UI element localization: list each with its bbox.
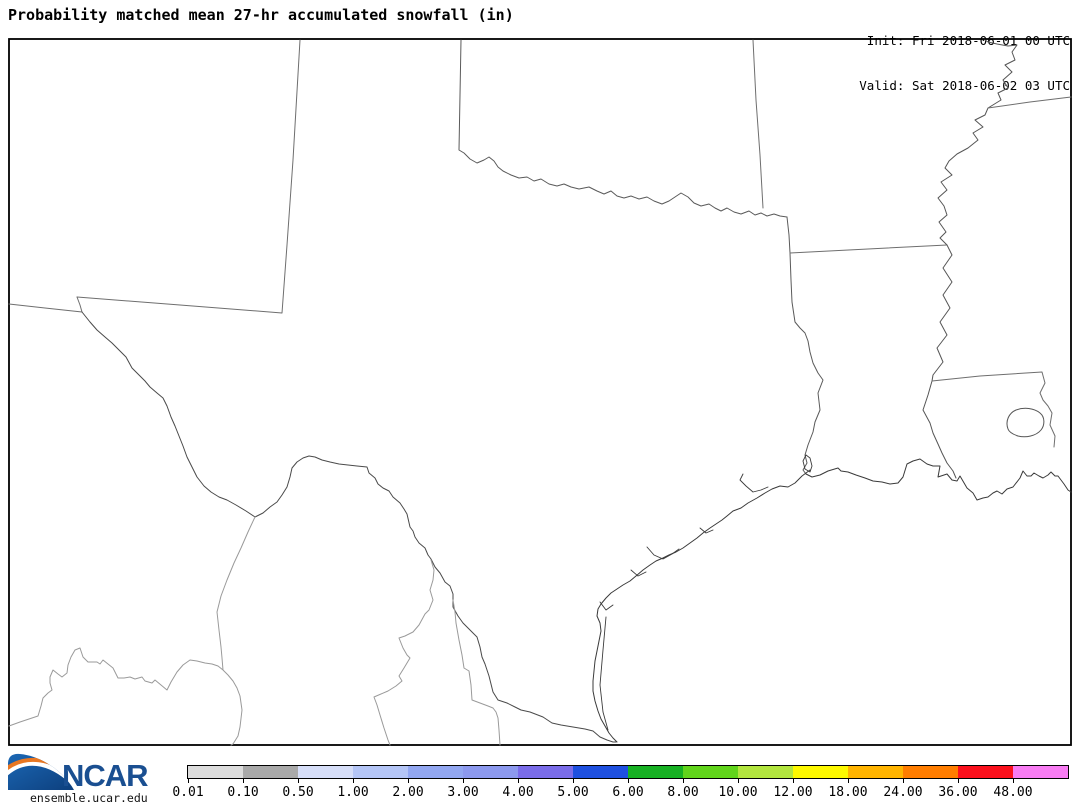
valid-time: Valid: Sat 2018-06-02 03 UTC <box>859 78 1070 93</box>
colorbar-segment <box>738 766 793 778</box>
colorbar-tick-label: 4.00 <box>502 785 534 800</box>
border-oklahoma-texas-red-river <box>458 39 788 218</box>
colorbar-tick <box>793 779 794 783</box>
colorbar-segment <box>958 766 1013 778</box>
colorbar-tick <box>353 779 354 783</box>
colorbar-tick-label: 3.00 <box>447 785 479 800</box>
colorbar-segment <box>903 766 958 778</box>
colorbar-segment <box>793 766 848 778</box>
colorbar-segment <box>243 766 298 778</box>
colorbar-tick-label: 6.00 <box>612 785 644 800</box>
colorbar-segment <box>463 766 518 778</box>
colorbar-tick <box>573 779 574 783</box>
border-tennessee-mississippi <box>987 96 1072 109</box>
border-texas-arkansas-louisiana <box>786 216 824 475</box>
colorbar-tick-label: 2.00 <box>392 785 424 800</box>
border-newmexico-texas <box>76 39 301 314</box>
colorbar-tick <box>738 779 739 783</box>
ncar-logo: NCAR <box>8 753 149 792</box>
mexico-state-borders <box>8 516 501 746</box>
texas-coastline <box>592 469 811 743</box>
colorbar-tick <box>903 779 904 783</box>
colorbar-segment <box>298 766 353 778</box>
colorbar-tick <box>243 779 244 783</box>
colorbar-segment <box>408 766 463 778</box>
site-url: ensemble.ucar.edu <box>30 791 148 805</box>
colorbar-tick <box>518 779 519 783</box>
colorbar-tick-label: 8.00 <box>667 785 699 800</box>
ncar-logo-wordmark: NCAR <box>62 758 148 792</box>
colorbar-tick <box>683 779 684 783</box>
border-newmexico-mexico <box>8 303 83 313</box>
colorbar-tick-label: 36.00 <box>938 785 978 800</box>
colorbar: 0.01 0.10 0.50 1.00 2.00 3.00 4.00 5.00 6.00 8.00… <box>172 765 1069 800</box>
colorbar-tick-label: 10.00 <box>718 785 758 800</box>
colorbar-segment <box>628 766 683 778</box>
rio-grande-border <box>81 311 617 743</box>
el-paso-corner <box>76 296 83 313</box>
colorbar-tick <box>463 779 464 783</box>
colorbar-tick-label: 18.00 <box>828 785 868 800</box>
colorbar-tick-label: 12.00 <box>773 785 813 800</box>
colorbar-tick <box>298 779 299 783</box>
lake-pontchartrain <box>1006 407 1045 438</box>
louisiana-coastline <box>805 458 1072 501</box>
colorbar-segment <box>188 766 243 778</box>
border-mississippi-louisiana <box>931 371 1056 448</box>
colorbar-tick-label: 24.00 <box>883 785 923 800</box>
colorbar-tick <box>188 779 189 783</box>
colorbar-segment <box>683 766 738 778</box>
border-oklahoma-arkansas <box>752 39 764 209</box>
colorbar-segment <box>573 766 628 778</box>
colorbar-tick <box>1013 779 1014 783</box>
colorbar-tick-label: 0.50 <box>282 785 314 800</box>
mississippi-river <box>922 39 1018 479</box>
colorbar-segments <box>188 766 1068 778</box>
colorbar-tick <box>408 779 409 783</box>
colorbar-tick-label: 5.00 <box>557 785 589 800</box>
colorbar-tick-label: 0.10 <box>227 785 259 800</box>
colorbar-tick <box>958 779 959 783</box>
colorbar-tick-label: 0.01 <box>172 785 204 800</box>
colorbar-tick <box>848 779 849 783</box>
map-frame <box>8 38 1072 746</box>
border-arkansas-louisiana <box>789 244 948 254</box>
colorbar-segment <box>518 766 573 778</box>
colorbar-tick-label: 48.00 <box>993 785 1033 800</box>
texas-bays-and-islands <box>599 454 813 731</box>
colorbar-segment <box>353 766 408 778</box>
weather-map <box>8 38 1072 746</box>
colorbar-tick <box>628 779 629 783</box>
colorbar-segment <box>1013 766 1068 778</box>
colorbar-tick-label: 1.00 <box>337 785 369 800</box>
page-title: Probability matched mean 27-hr accumulat… <box>8 6 514 24</box>
colorbar-segment <box>848 766 903 778</box>
